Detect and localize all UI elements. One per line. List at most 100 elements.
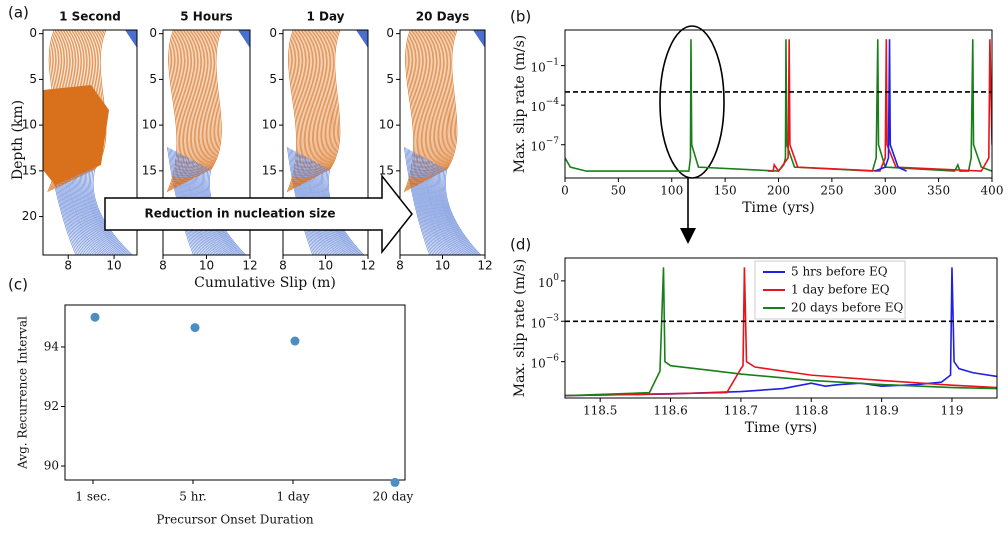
orange-contour [315,30,326,178]
y-tick-label: 20 [22,209,37,223]
orange-contour [192,30,203,180]
blue-contour [443,168,480,255]
blue-contour [407,149,435,255]
orange-contour [427,30,438,180]
orange-contour [440,30,451,174]
y-tick-label: 10−7 [530,136,559,153]
blue-contour [441,167,477,255]
orange-contour [328,30,340,171]
series-line [565,267,997,397]
orange-contour [177,30,189,187]
panel-frame [42,29,138,256]
top-patch [356,30,368,48]
orange-contour [295,30,307,188]
y-tick-label: 90 [44,459,59,473]
blue-contour [414,152,443,255]
nucleation-arrow [104,173,413,255]
y-tick-label: 10−1 [530,57,559,74]
blue-contour [406,148,434,255]
blue-contour [435,164,469,255]
y-tick-label: 10−4 [530,97,559,114]
blue-contour [86,166,125,255]
orange-contour [176,30,187,188]
slip-contours [400,30,485,255]
x-tick-label: 12 [242,259,257,273]
series-line [874,39,907,172]
legend-label: 1 day before EQ [791,283,890,297]
plot-frame [564,257,998,399]
blue-contour [421,156,452,255]
x-tick-label: 20 day [373,490,414,504]
orange-contour [178,30,190,187]
y-axis-label: Avg. Recurrence Interval [16,316,30,470]
y-tick-label: 15 [22,163,37,177]
blue-contour [410,150,438,255]
y-tick-label: 10 [142,118,157,132]
blue-contour [405,147,432,255]
x-tick-label: 118.8 [794,404,828,418]
x-tick-label: 8 [159,259,167,273]
panel-label: (b) [510,8,531,26]
point [390,477,400,487]
plot-frame [564,29,993,179]
y-axis-label: Max. slip rate (m/s) [512,259,528,398]
top-patch [238,30,250,48]
orange-contour [190,30,202,180]
x-tick-label: 1 day [276,490,309,504]
x-tick-label: 5 hr. [179,490,206,504]
panel-title: 1 Second [59,10,121,24]
top-patch [473,30,485,48]
y-tick-label: 5 [269,72,277,86]
x-tick-label: 10 [318,259,333,273]
blue-contour [425,158,457,255]
blue-contour [439,166,474,255]
blue-contour [420,155,451,255]
y-tick-label: 5 [149,72,157,86]
y-tick-label: 15 [142,163,157,177]
y-tick-label: 15 [379,163,394,177]
orange-contour [325,30,337,172]
y-tick-label: 5 [29,72,37,86]
x-tick-label: 350 [927,184,950,198]
blue-contour [433,162,466,255]
slip-panel: 5 Hours0510152081012 [142,10,258,273]
orange-contour [433,30,445,177]
blue-contour [403,146,431,255]
orange-contour [297,30,308,187]
x-tick-label: 118.9 [864,404,898,418]
x-tick-label: 12 [477,259,492,273]
orange-contour [429,30,441,179]
point [290,336,300,346]
orange-contour [203,30,215,174]
orange-contour [197,30,209,177]
blue-contour [411,151,440,255]
blue-contour [416,153,446,255]
y-tick-label: 0 [149,26,157,40]
x-tick-label: 0 [561,184,569,198]
orange-contour [443,30,455,172]
y-tick-label: 15 [262,163,277,177]
orange-contour [198,30,210,176]
orange-contour [202,30,214,174]
blue-contour [85,165,123,255]
legend-label: 20 days before EQ [791,301,904,315]
orange-contour [205,30,217,173]
x-tick-label: 118.6 [653,404,687,418]
orange-contour [323,30,334,174]
orange-contour [412,30,424,188]
orange-contour [414,30,425,187]
orange-contour [407,30,418,191]
y-tick-label: 5 [386,72,394,86]
orange-contour [209,30,221,171]
arrow-label: Reduction in nucleation size [144,207,335,221]
y-tick-label: 10 [262,118,277,132]
x-tick-label: 118.7 [724,404,758,418]
orange-contour [201,30,213,175]
blue-contour [440,166,475,255]
slip-panel: 1 Day0510152081012 [262,10,376,273]
y-tick-label: 0 [269,26,277,40]
orange-contour [445,30,457,171]
x-tick-label: 100 [660,184,683,198]
orange-contour [311,30,322,180]
blue-contour [430,161,463,255]
